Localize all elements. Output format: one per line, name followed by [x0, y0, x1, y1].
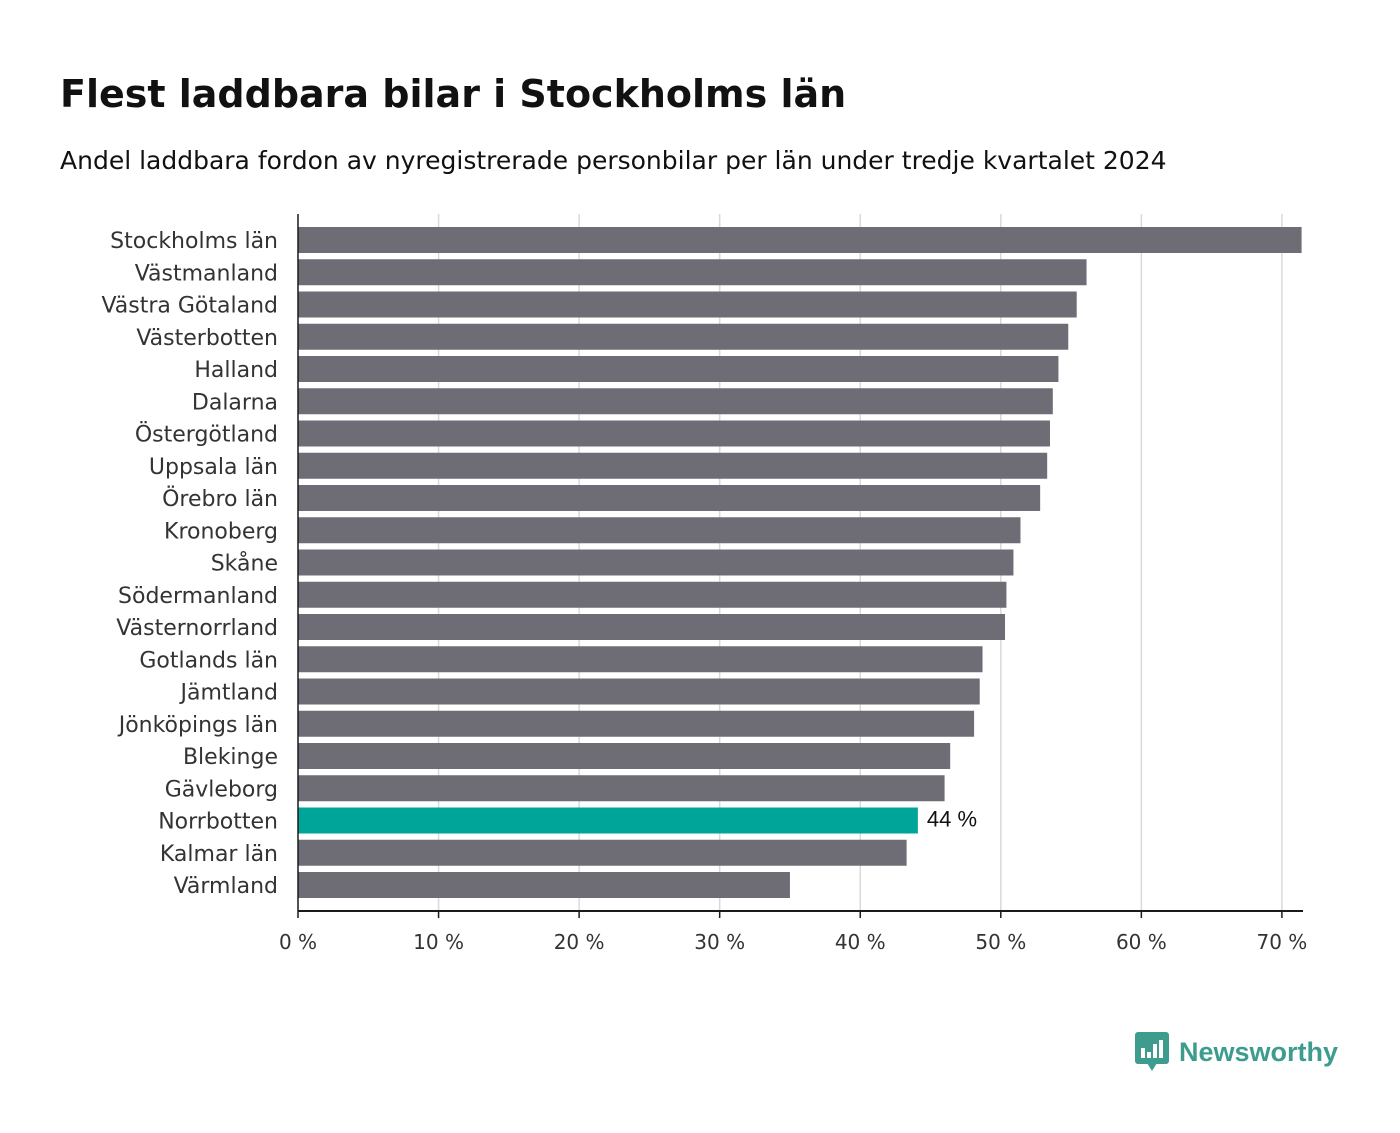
category-label: Skåne — [211, 551, 278, 577]
brand-logo: Newsworthy — [1134, 1030, 1338, 1074]
category-label: Örebro län — [162, 486, 278, 512]
x-tick-label: 20 % — [554, 930, 605, 954]
category-label: Blekinge — [183, 745, 278, 770]
bar — [298, 710, 975, 737]
x-tick-label: 50 % — [975, 930, 1026, 954]
bar — [298, 549, 1014, 576]
category-label: Uppsala län — [149, 455, 278, 480]
category-label: Stockholms län — [110, 229, 278, 254]
bar — [298, 259, 1087, 286]
bar — [298, 452, 1048, 479]
bar — [298, 743, 951, 769]
newsworthy-logo-icon — [1134, 1032, 1169, 1071]
x-tick-label: 10 % — [413, 930, 464, 954]
bar — [298, 323, 1069, 350]
chart-subtitle: Andel laddbara fordon av nyregistrerade … — [60, 146, 1167, 175]
category-label: Norrbotten — [158, 810, 278, 835]
x-tick-label: 0 % — [279, 930, 317, 954]
category-label: Gävleborg — [165, 777, 278, 802]
bar — [298, 872, 790, 898]
bar — [298, 388, 1053, 415]
bar — [298, 678, 980, 705]
category-label: Västernorrland — [116, 616, 278, 641]
x-tick-label: 70 % — [1257, 930, 1308, 954]
bar — [298, 775, 945, 802]
category-label: Halland — [194, 358, 278, 383]
bar — [298, 581, 1007, 608]
bar — [298, 356, 1059, 382]
category-label: Jämtland — [178, 681, 278, 706]
category-label: Södermanland — [118, 584, 278, 609]
bar — [298, 227, 1302, 253]
brand-name: Newsworthy — [1178, 1036, 1338, 1067]
category-label: Kronoberg — [164, 519, 278, 544]
data-label: 44 % — [927, 807, 977, 832]
category-label: Västmanland — [135, 261, 278, 286]
x-tick-label: 60 % — [1116, 930, 1167, 954]
category-label: Västerbotten — [136, 326, 278, 351]
bar — [298, 614, 1006, 640]
bar — [298, 839, 907, 866]
bar — [298, 517, 1021, 544]
bar — [298, 485, 1041, 511]
bar — [298, 420, 1050, 447]
bar — [298, 291, 1077, 318]
x-tick-label: 40 % — [835, 930, 886, 954]
category-label: Gotlands län — [139, 648, 278, 673]
bar — [298, 646, 983, 673]
category-label: Östergötland — [135, 422, 278, 448]
category-label: Jönköpings län — [117, 713, 278, 738]
chart-title: Flest laddbara bilar i Stockholms län — [60, 72, 847, 116]
category-label: Värmland — [174, 874, 278, 899]
category-label: Kalmar län — [160, 842, 278, 867]
bar — [298, 807, 918, 834]
category-label: Västra Götaland — [101, 294, 278, 319]
x-tick-label: 30 % — [694, 930, 745, 954]
category-label: Dalarna — [192, 390, 278, 415]
